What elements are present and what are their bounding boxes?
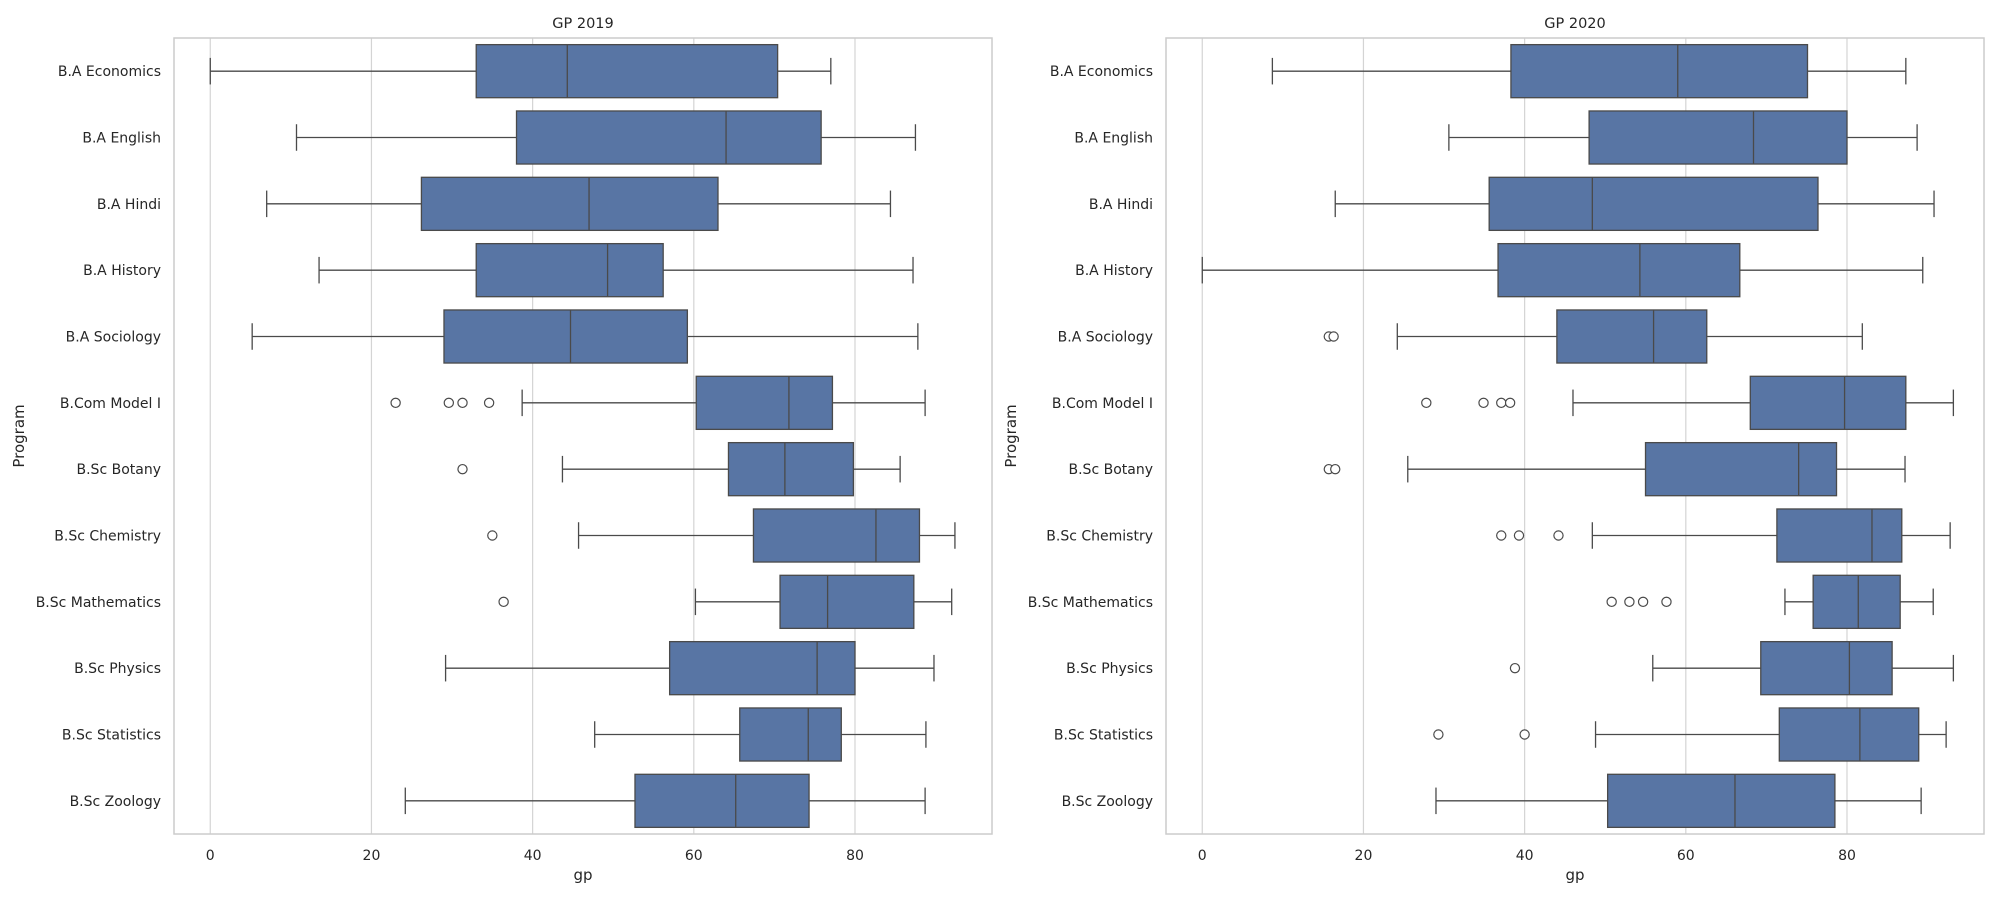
category-label: B.A Hindi (97, 197, 161, 213)
y-axis-label: Program (10, 404, 28, 467)
x-axis-label: gp (573, 866, 592, 884)
outlier-point (1553, 530, 1564, 541)
x-axis-label: gp (1565, 866, 1584, 884)
category-label: B.A Hindi (1089, 197, 1153, 213)
box-iqr (1778, 707, 1920, 762)
outlier-point (457, 463, 468, 475)
x-tick-label: 80 (1838, 848, 1856, 864)
box-iqr (475, 242, 664, 298)
box-iqr (1588, 110, 1848, 165)
outlier-point (1624, 596, 1635, 608)
category-label: B.Com Model I (1052, 396, 1153, 412)
outlier-point (1421, 397, 1432, 409)
box-iqr (634, 773, 810, 829)
y-axis-label: Program (1002, 404, 1020, 467)
outlier-point (1330, 463, 1341, 475)
box-iqr (695, 375, 834, 431)
outlier-point (1606, 596, 1617, 608)
box-iqr (1488, 176, 1819, 232)
category-label: B.Sc Statistics (1054, 728, 1153, 744)
outlier-point (1637, 596, 1649, 608)
x-tick-label: 40 (524, 848, 542, 864)
box-iqr (779, 574, 915, 630)
box-iqr (515, 110, 822, 165)
axes-frame (173, 37, 993, 835)
box-iqr (1606, 773, 1836, 829)
box-iqr (1760, 640, 1893, 696)
x-tick-label: 0 (206, 848, 215, 864)
category-label: B.Sc Statistics (62, 728, 161, 744)
outlier-point (1661, 596, 1672, 608)
box-iqr (752, 508, 921, 563)
category-label: B.A Sociology (1058, 330, 1153, 346)
outlier-point (1433, 729, 1444, 740)
outlier-point (457, 397, 468, 409)
box-iqr (1510, 43, 1809, 99)
outlier-point (1509, 662, 1521, 674)
category-label: B.Sc Zoology (70, 794, 161, 810)
x-tick-label: 20 (1355, 848, 1373, 864)
chart-title: GP 2020 (1544, 16, 1606, 32)
outlier-point (1496, 397, 1507, 409)
outlier-point (1328, 331, 1339, 342)
outlier-point (1519, 729, 1530, 740)
box-iqr (420, 176, 719, 232)
axes-frame (1165, 37, 1985, 835)
category-label: B.A English (82, 131, 161, 147)
category-label: B.Sc Mathematics (1028, 595, 1153, 611)
outlier-point (1478, 397, 1489, 409)
box-iqr (1776, 508, 1903, 563)
box-iqr (668, 640, 856, 696)
box-iqr (443, 309, 689, 364)
category-label: B.A Economics (58, 64, 161, 80)
category-label: B.Sc Chemistry (54, 529, 161, 545)
chart-panel-gp-2020: 0 20 40 60 80 B.A Economics B.A English B.A Hin… (1002, 16, 1985, 884)
box-iqr (475, 43, 779, 99)
category-label: B.Sc Physics (74, 661, 161, 677)
category-label: B.Sc Zoology (1062, 794, 1153, 810)
box-iqr (739, 707, 842, 762)
box-iqr (1497, 242, 1741, 298)
chart-title: GP 2019 (552, 16, 614, 32)
outlier-point (498, 596, 509, 608)
outlier-point (1513, 530, 1525, 541)
category-label: B.Sc Physics (1066, 661, 1153, 677)
category-label: B.A Economics (1050, 64, 1153, 80)
category-label: B.Sc Botany (77, 462, 162, 478)
category-label: B.Com Model I (60, 396, 161, 412)
box-iqr (1749, 375, 1907, 431)
x-tick-label: 60 (685, 848, 703, 864)
box-iqr (1556, 309, 1708, 364)
category-label: B.A English (1074, 131, 1153, 147)
box-iqr (1644, 441, 1838, 497)
category-label: B.Sc Chemistry (1046, 529, 1153, 545)
category-label: B.A History (83, 263, 161, 279)
outlier-point (390, 397, 401, 409)
box-iqr (1812, 574, 1901, 630)
chart-panel-gp-2019: 0 20 40 60 80 B.A Economics B.A English B.A Hin… (10, 16, 993, 884)
box-iqr (727, 441, 855, 497)
outlier-point (1496, 530, 1507, 541)
x-tick-label: 20 (363, 848, 381, 864)
x-tick-label: 40 (1516, 848, 1534, 864)
outlier-point (443, 397, 455, 409)
outlier-point (483, 397, 495, 409)
category-label: B.A History (1075, 263, 1153, 279)
outlier-point (487, 530, 498, 541)
category-label: B.Sc Botany (1069, 462, 1154, 478)
outlier-point (1504, 397, 1516, 409)
x-tick-label: 0 (1198, 848, 1207, 864)
x-tick-label: 60 (1677, 848, 1695, 864)
x-tick-label: 80 (846, 848, 864, 864)
category-label: B.Sc Mathematics (36, 595, 161, 611)
category-label: B.A Sociology (66, 330, 161, 346)
